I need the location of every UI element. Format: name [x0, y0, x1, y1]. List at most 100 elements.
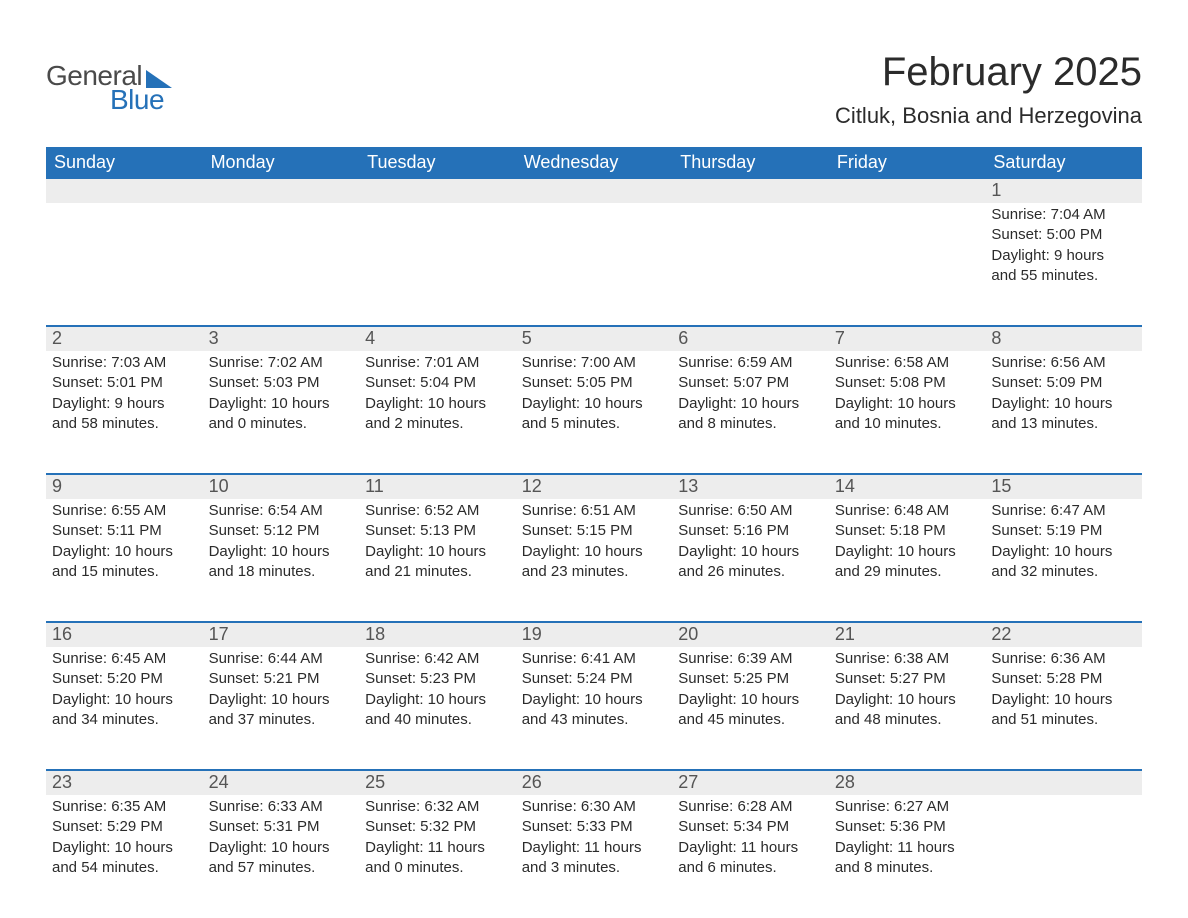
day-number — [359, 179, 516, 203]
day-daylight1: Daylight: 10 hours — [522, 542, 667, 562]
day-daylight1: Daylight: 10 hours — [991, 542, 1136, 562]
day-daylight2: and 8 minutes. — [835, 858, 980, 878]
day-sunset: Sunset: 5:09 PM — [991, 373, 1136, 393]
day-sunrise: Sunrise: 6:48 AM — [835, 501, 980, 521]
day-number: 10 — [203, 475, 360, 499]
day-sunrise: Sunrise: 7:04 AM — [991, 205, 1136, 225]
day-sunset: Sunset: 5:28 PM — [991, 669, 1136, 689]
day-sunset: Sunset: 5:13 PM — [365, 521, 510, 541]
title-block: February 2025 Citluk, Bosnia and Herzego… — [835, 50, 1142, 129]
day-daylight1: Daylight: 10 hours — [52, 690, 197, 710]
day-sunset: Sunset: 5:18 PM — [835, 521, 980, 541]
day-cell: Sunrise: 6:36 AMSunset: 5:28 PMDaylight:… — [985, 647, 1142, 751]
day-sunset: Sunset: 5:29 PM — [52, 817, 197, 837]
day-header-tue: Tuesday — [359, 147, 516, 179]
day-sunrise: Sunrise: 7:02 AM — [209, 353, 354, 373]
day-daylight1: Daylight: 10 hours — [991, 690, 1136, 710]
logo: General Blue — [46, 50, 172, 116]
day-number: 11 — [359, 475, 516, 499]
day-sunset: Sunset: 5:15 PM — [522, 521, 667, 541]
day-daylight1: Daylight: 11 hours — [365, 838, 510, 858]
day-daylight2: and 15 minutes. — [52, 562, 197, 582]
day-number: 4 — [359, 327, 516, 351]
week-row: 1Sunrise: 7:04 AMSunset: 5:00 PMDaylight… — [46, 179, 1142, 307]
day-sunrise: Sunrise: 6:42 AM — [365, 649, 510, 669]
day-daylight2: and 10 minutes. — [835, 414, 980, 434]
day-daylight2: and 5 minutes. — [522, 414, 667, 434]
day-sunset: Sunset: 5:11 PM — [52, 521, 197, 541]
day-sunrise: Sunrise: 6:33 AM — [209, 797, 354, 817]
day-sunset: Sunset: 5:01 PM — [52, 373, 197, 393]
day-sunset: Sunset: 5:27 PM — [835, 669, 980, 689]
week-row: 2345678Sunrise: 7:03 AMSunset: 5:01 PMDa… — [46, 325, 1142, 455]
month-title: February 2025 — [835, 50, 1142, 95]
day-daylight1: Daylight: 10 hours — [835, 394, 980, 414]
day-number: 19 — [516, 623, 673, 647]
day-cell: Sunrise: 6:42 AMSunset: 5:23 PMDaylight:… — [359, 647, 516, 751]
day-number: 14 — [829, 475, 986, 499]
day-sunset: Sunset: 5:16 PM — [678, 521, 823, 541]
day-sunset: Sunset: 5:33 PM — [522, 817, 667, 837]
day-sunset: Sunset: 5:07 PM — [678, 373, 823, 393]
day-cell — [46, 203, 203, 307]
day-cell: Sunrise: 7:04 AMSunset: 5:00 PMDaylight:… — [985, 203, 1142, 307]
day-daylight1: Daylight: 11 hours — [522, 838, 667, 858]
day-number-row: 16171819202122 — [46, 623, 1142, 647]
day-daylight1: Daylight: 10 hours — [835, 690, 980, 710]
day-sunrise: Sunrise: 7:01 AM — [365, 353, 510, 373]
day-daylight2: and 13 minutes. — [991, 414, 1136, 434]
weeks-container: 1Sunrise: 7:04 AMSunset: 5:00 PMDaylight… — [46, 179, 1142, 899]
day-cell: Sunrise: 6:45 AMSunset: 5:20 PMDaylight:… — [46, 647, 203, 751]
day-sunset: Sunset: 5:21 PM — [209, 669, 354, 689]
logo-text-blue: Blue — [46, 84, 172, 116]
day-number: 16 — [46, 623, 203, 647]
day-sunrise: Sunrise: 6:36 AM — [991, 649, 1136, 669]
day-number: 6 — [672, 327, 829, 351]
day-number-row: 9101112131415 — [46, 475, 1142, 499]
day-cell: Sunrise: 7:02 AMSunset: 5:03 PMDaylight:… — [203, 351, 360, 455]
day-sunrise: Sunrise: 6:45 AM — [52, 649, 197, 669]
day-number: 1 — [985, 179, 1142, 203]
week-row: 9101112131415Sunrise: 6:55 AMSunset: 5:1… — [46, 473, 1142, 603]
day-number: 13 — [672, 475, 829, 499]
day-cell: Sunrise: 6:54 AMSunset: 5:12 PMDaylight:… — [203, 499, 360, 603]
day-cell: Sunrise: 6:27 AMSunset: 5:36 PMDaylight:… — [829, 795, 986, 899]
day-daylight1: Daylight: 10 hours — [991, 394, 1136, 414]
day-daylight1: Daylight: 10 hours — [678, 394, 823, 414]
day-cell: Sunrise: 6:47 AMSunset: 5:19 PMDaylight:… — [985, 499, 1142, 603]
day-cell: Sunrise: 6:41 AMSunset: 5:24 PMDaylight:… — [516, 647, 673, 751]
day-sunrise: Sunrise: 6:32 AM — [365, 797, 510, 817]
day-number: 25 — [359, 771, 516, 795]
day-sunset: Sunset: 5:19 PM — [991, 521, 1136, 541]
day-sunrise: Sunrise: 7:00 AM — [522, 353, 667, 373]
day-cell: Sunrise: 6:52 AMSunset: 5:13 PMDaylight:… — [359, 499, 516, 603]
day-sunrise: Sunrise: 6:59 AM — [678, 353, 823, 373]
day-header-sun: Sunday — [46, 147, 203, 179]
day-daylight1: Daylight: 10 hours — [365, 690, 510, 710]
day-daylight2: and 55 minutes. — [991, 266, 1136, 286]
day-sunrise: Sunrise: 6:52 AM — [365, 501, 510, 521]
day-daylight1: Daylight: 10 hours — [522, 394, 667, 414]
day-sunset: Sunset: 5:23 PM — [365, 669, 510, 689]
day-number: 23 — [46, 771, 203, 795]
day-cell: Sunrise: 6:32 AMSunset: 5:32 PMDaylight:… — [359, 795, 516, 899]
day-daylight1: Daylight: 10 hours — [365, 542, 510, 562]
day-number: 26 — [516, 771, 673, 795]
day-sunrise: Sunrise: 6:54 AM — [209, 501, 354, 521]
day-number-row: 232425262728 — [46, 771, 1142, 795]
day-daylight2: and 40 minutes. — [365, 710, 510, 730]
day-daylight1: Daylight: 10 hours — [678, 542, 823, 562]
day-number: 12 — [516, 475, 673, 499]
day-number — [516, 179, 673, 203]
day-sunset: Sunset: 5:32 PM — [365, 817, 510, 837]
day-number: 2 — [46, 327, 203, 351]
day-daylight2: and 57 minutes. — [209, 858, 354, 878]
day-daylight2: and 21 minutes. — [365, 562, 510, 582]
day-daylight2: and 0 minutes. — [365, 858, 510, 878]
day-daylight2: and 34 minutes. — [52, 710, 197, 730]
week-row: 16171819202122Sunrise: 6:45 AMSunset: 5:… — [46, 621, 1142, 751]
day-sunrise: Sunrise: 6:41 AM — [522, 649, 667, 669]
day-daylight2: and 23 minutes. — [522, 562, 667, 582]
day-header-wed: Wednesday — [516, 147, 673, 179]
day-sunrise: Sunrise: 6:28 AM — [678, 797, 823, 817]
